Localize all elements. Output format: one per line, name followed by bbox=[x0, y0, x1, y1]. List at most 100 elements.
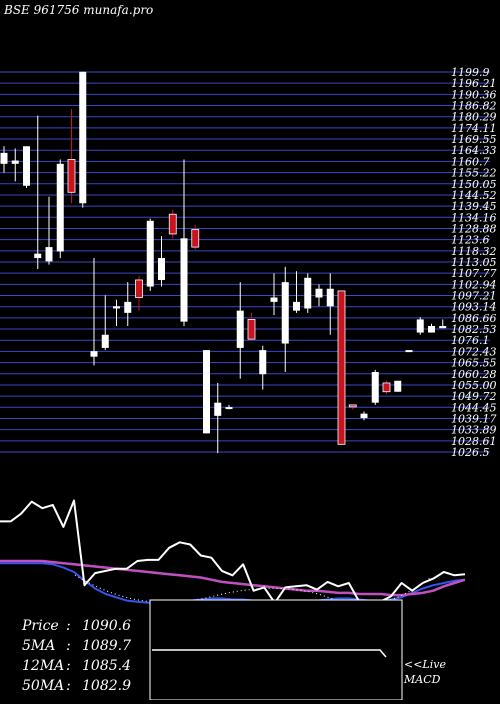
candle-body bbox=[439, 325, 447, 329]
y-tick-label: 1076.1 bbox=[451, 334, 490, 347]
macd-live-label: <<Live bbox=[404, 658, 446, 671]
stat-50ma-value: 1082.9 bbox=[82, 678, 131, 694]
candle-body bbox=[203, 350, 210, 434]
candle-body bbox=[394, 380, 402, 392]
y-tick-label: 1186.82 bbox=[451, 100, 497, 113]
stat-12ma-sep: : bbox=[66, 658, 71, 674]
candle-body bbox=[113, 306, 120, 309]
y-tick-label: 1102.94 bbox=[451, 278, 497, 291]
y-tick-label: 1155.22 bbox=[451, 167, 497, 180]
y-tick-label: 1113.05 bbox=[451, 256, 497, 269]
candle-body bbox=[371, 372, 379, 403]
stat-12ma-label: 12MA bbox=[22, 658, 64, 674]
y-tick-label: 1093.14 bbox=[451, 301, 497, 314]
y-tick-label: 1190.36 bbox=[451, 88, 497, 101]
candles bbox=[0, 71, 447, 454]
y-tick-label: 1199.9 bbox=[451, 66, 490, 79]
y-tick-label: 1123.6 bbox=[451, 234, 490, 247]
stat-price-sep: : bbox=[66, 618, 71, 634]
candle-body bbox=[23, 146, 30, 186]
y-tick-label: 1174.11 bbox=[451, 122, 497, 135]
candle-body bbox=[304, 277, 312, 309]
y-tick-label: 1180.29 bbox=[451, 111, 497, 124]
candle-body bbox=[90, 351, 98, 357]
candle-body bbox=[247, 319, 256, 340]
candle-body bbox=[0, 152, 8, 164]
stat-5ma-value: 1089.7 bbox=[82, 638, 131, 654]
candle-body bbox=[124, 301, 132, 313]
candle-body bbox=[259, 350, 267, 375]
candle-body bbox=[337, 290, 346, 445]
stats-panel: Price : 1090.6 5MA : 1089.7 12MA : 1085.… bbox=[21, 618, 131, 694]
macd-lower-panel bbox=[0, 499, 466, 605]
y-tick-label: 1107.77 bbox=[451, 267, 497, 280]
candle-body bbox=[180, 238, 188, 322]
y-tick-label: 1128.88 bbox=[451, 222, 497, 235]
y-tick-label: 1049.72 bbox=[451, 390, 497, 403]
candle-body bbox=[67, 159, 76, 193]
y-tick-label: 1144.52 bbox=[451, 189, 497, 202]
stat-12ma-value: 1085.4 bbox=[82, 658, 131, 674]
candle-body bbox=[293, 301, 300, 311]
price-grid bbox=[0, 71, 490, 453]
candle-body bbox=[315, 288, 323, 298]
y-tick-label: 1164.33 bbox=[451, 144, 497, 157]
y-tick-label: 1026.5 bbox=[451, 446, 490, 459]
y-tick-label: 1196.21 bbox=[451, 77, 497, 90]
candle-body bbox=[382, 382, 391, 393]
y-tick-label: 1082.53 bbox=[451, 323, 497, 336]
candle-body bbox=[236, 310, 244, 348]
candle-body bbox=[225, 407, 233, 410]
y-tick-label: 1065.55 bbox=[451, 357, 497, 370]
stat-5ma-sep: : bbox=[66, 638, 71, 654]
y-tick-label: 1097.21 bbox=[451, 290, 497, 303]
y-tick-label: 1028.61 bbox=[451, 435, 497, 448]
candle-body bbox=[405, 350, 413, 353]
y-tick-label: 1039.17 bbox=[451, 412, 497, 425]
macd-title-label: MACD bbox=[403, 673, 441, 686]
candle-body bbox=[214, 402, 222, 416]
y-tick-label: 1060.28 bbox=[451, 368, 497, 381]
macd-line bbox=[152, 649, 387, 658]
candle-body bbox=[135, 279, 143, 298]
candle-body bbox=[79, 71, 87, 204]
candle-body bbox=[146, 220, 154, 287]
candle-body bbox=[270, 297, 278, 302]
candle-body bbox=[326, 288, 334, 307]
y-tick-label: 1134.16 bbox=[451, 211, 497, 224]
stat-price-value: 1090.6 bbox=[82, 618, 131, 634]
stat-5ma-label: 5MA bbox=[22, 638, 55, 654]
chart-header: BSE 961756 munafa.pro bbox=[3, 3, 153, 17]
y-tick-label: 1160.7 bbox=[451, 155, 490, 168]
candle-body bbox=[360, 413, 368, 419]
y-tick-label: 1169.55 bbox=[451, 133, 497, 146]
candle-body bbox=[158, 258, 165, 280]
stat-50ma-sep: : bbox=[66, 678, 71, 694]
candle-body bbox=[168, 213, 177, 235]
candle-body bbox=[348, 404, 357, 408]
macd-signal-line bbox=[152, 649, 387, 658]
series-ma-slow-line bbox=[0, 559, 466, 597]
y-tick-label: 1055.00 bbox=[451, 379, 497, 392]
y-tick-label: 1150.05 bbox=[451, 178, 497, 191]
candle-body bbox=[281, 282, 289, 344]
candle-body bbox=[34, 253, 42, 259]
candle-body bbox=[11, 160, 19, 164]
y-axis-ticks: 1199.91196.211190.361186.821180.291174.1… bbox=[451, 66, 497, 459]
y-tick-label: 1139.45 bbox=[451, 200, 497, 213]
y-tick-label: 1033.89 bbox=[451, 424, 497, 437]
candle-body bbox=[45, 247, 53, 262]
y-tick-label: 1086.66 bbox=[451, 312, 497, 325]
candle-body bbox=[56, 163, 64, 252]
series-price-line bbox=[0, 499, 466, 604]
candle-body bbox=[101, 334, 109, 348]
stat-price-label: Price bbox=[21, 618, 59, 634]
y-tick-label: 1044.45 bbox=[451, 401, 497, 414]
candle-body bbox=[191, 229, 200, 248]
y-tick-label: 1072.43 bbox=[451, 345, 497, 358]
candle-body bbox=[428, 325, 435, 333]
y-tick-label: 1118.32 bbox=[451, 245, 497, 258]
candle-body bbox=[416, 319, 424, 333]
